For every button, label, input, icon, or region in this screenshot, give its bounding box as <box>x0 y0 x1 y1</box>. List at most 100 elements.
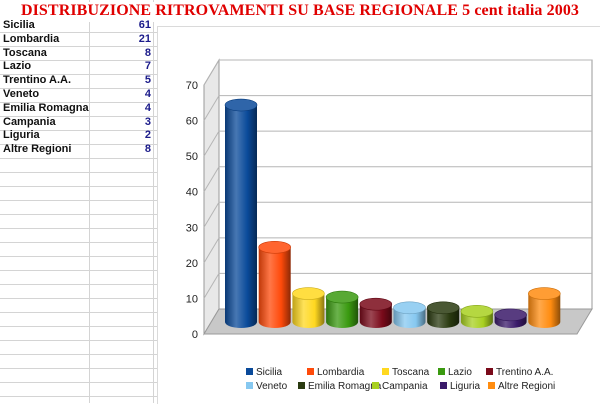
legend-item: Emilia Romagna <box>298 381 382 392</box>
count-cell[interactable]: 4 <box>144 101 151 114</box>
table-row[interactable]: Liguria 2 <box>0 129 154 143</box>
legend-swatch <box>372 382 379 389</box>
legend-swatch <box>382 368 389 375</box>
bar-veneto[interactable] <box>393 301 426 328</box>
bars <box>224 98 561 328</box>
y-tick-label: 50 <box>186 151 198 163</box>
legend-item: Toscana <box>382 367 430 378</box>
region-cell[interactable]: Sicilia <box>3 19 35 31</box>
table-row[interactable]: Emilia Romagna 4 <box>0 102 154 116</box>
bar-emilia-romagna[interactable] <box>426 301 460 328</box>
legend-swatch <box>438 368 445 375</box>
legend-swatch <box>246 382 253 389</box>
y-tick-label: 20 <box>186 258 198 270</box>
region-cell[interactable]: Emilia Romagna <box>3 101 89 114</box>
legend-label: Emilia Romagna <box>308 381 382 392</box>
table-row[interactable]: Lazio 7 <box>0 60 154 74</box>
table-row[interactable]: Veneto 4 <box>0 88 154 102</box>
count-cell[interactable]: 3 <box>144 115 151 128</box>
bar-top <box>359 297 393 311</box>
legend-swatch <box>486 368 493 375</box>
count-cell[interactable]: 4 <box>144 87 151 100</box>
legend-item: Veneto <box>246 381 288 392</box>
bar-top <box>325 290 359 304</box>
count-cell[interactable]: 8 <box>144 143 151 156</box>
bar-trentino-a-a-[interactable] <box>359 297 393 328</box>
legend-label: Trentino A.A. <box>496 367 553 378</box>
table-row[interactable]: Altre Regioni 8 <box>0 143 154 157</box>
legend-item: Campania <box>372 381 428 392</box>
bar-top <box>224 98 258 112</box>
count-cell[interactable]: 5 <box>144 74 151 87</box>
gridline <box>203 130 220 157</box>
gridline <box>203 59 220 86</box>
legend-item: Trentino A.A. <box>486 367 553 378</box>
bar-body <box>258 247 291 328</box>
bar-body <box>292 293 325 328</box>
table-row[interactable]: Lombardia 21 <box>0 33 154 47</box>
bar-top <box>527 287 561 300</box>
legend-label: Campania <box>382 381 428 392</box>
y-axis-ticks: 0 10 20 30 40 50 60 70 <box>186 80 198 341</box>
bar-body <box>326 297 359 328</box>
legend-label: Veneto <box>256 381 288 392</box>
legend-swatch <box>440 382 447 389</box>
table-row[interactable]: Trentino A.A. 5 <box>0 74 154 88</box>
gridline <box>203 166 220 192</box>
legend: Sicilia Lombardia Toscana Lazio Trentino A.A… <box>246 367 555 392</box>
legend-label: Altre Regioni <box>498 381 555 392</box>
gridline <box>203 273 220 299</box>
y-tick-label: 70 <box>186 80 198 92</box>
bar-campania[interactable] <box>460 305 494 328</box>
y-tick-label: 60 <box>186 116 198 128</box>
legend-item: Lombardia <box>307 367 365 378</box>
bar-top <box>292 287 325 300</box>
region-cell[interactable]: Trentino A.A. <box>3 74 72 87</box>
bar-sicilia[interactable] <box>224 98 258 328</box>
gridline <box>203 202 220 228</box>
region-cell[interactable]: Lazio <box>3 60 32 73</box>
legend-item: Lazio <box>438 367 472 378</box>
count-cell[interactable]: 8 <box>144 46 151 59</box>
bar-top <box>460 305 494 318</box>
bar-chart: 0 10 20 30 40 50 60 70 Sicilia Lombardia Toscana L… <box>186 58 593 392</box>
legend-swatch <box>307 368 314 375</box>
count-cell[interactable]: 7 <box>144 60 151 73</box>
table-row[interactable]: Sicilia 61 <box>0 19 154 33</box>
count-cell[interactable]: 21 <box>138 32 151 45</box>
legend-label: Lombardia <box>317 367 365 378</box>
bar-top <box>393 301 426 315</box>
data-table: Sicilia 61 Lombardia 21 Toscana 8 Lazio 7 Tr… <box>0 19 154 157</box>
count-cell[interactable]: 61 <box>138 19 151 31</box>
bar-toscana[interactable] <box>292 287 325 328</box>
bar-body <box>225 105 257 328</box>
legend-label: Lazio <box>448 367 472 378</box>
count-cell[interactable]: 2 <box>144 129 151 142</box>
table-row[interactable]: Toscana 8 <box>0 47 154 61</box>
region-cell[interactable]: Lombardia <box>3 32 60 45</box>
bar-body <box>528 293 561 328</box>
region-cell[interactable]: Toscana <box>3 46 47 59</box>
legend-item: Altre Regioni <box>488 381 555 392</box>
table-row[interactable]: Campania 3 <box>0 116 154 130</box>
region-cell[interactable]: Altre Regioni <box>3 143 72 156</box>
bar-top <box>258 241 291 254</box>
bar-liguria[interactable] <box>494 308 527 328</box>
region-cell[interactable]: Campania <box>3 115 56 128</box>
region-cell[interactable]: Liguria <box>3 129 40 142</box>
legend-label: Sicilia <box>256 367 283 378</box>
gridline <box>203 237 220 264</box>
bar-lazio[interactable] <box>325 290 359 328</box>
bar-altre-regioni[interactable] <box>527 287 561 328</box>
legend-label: Toscana <box>392 367 430 378</box>
chart-object[interactable]: 0 10 20 30 40 50 60 70 Sicilia Lombardia Toscana L… <box>157 26 600 404</box>
legend-item: Liguria <box>440 381 480 392</box>
legend-swatch <box>298 382 305 389</box>
region-cell[interactable]: Veneto <box>3 87 40 100</box>
y-tick-label: 30 <box>186 222 198 234</box>
legend-swatch <box>488 382 495 389</box>
legend-item: Sicilia <box>246 367 283 378</box>
y-tick-label: 0 <box>192 329 198 341</box>
bar-lombardia[interactable] <box>258 241 291 328</box>
gridlines <box>203 59 592 299</box>
